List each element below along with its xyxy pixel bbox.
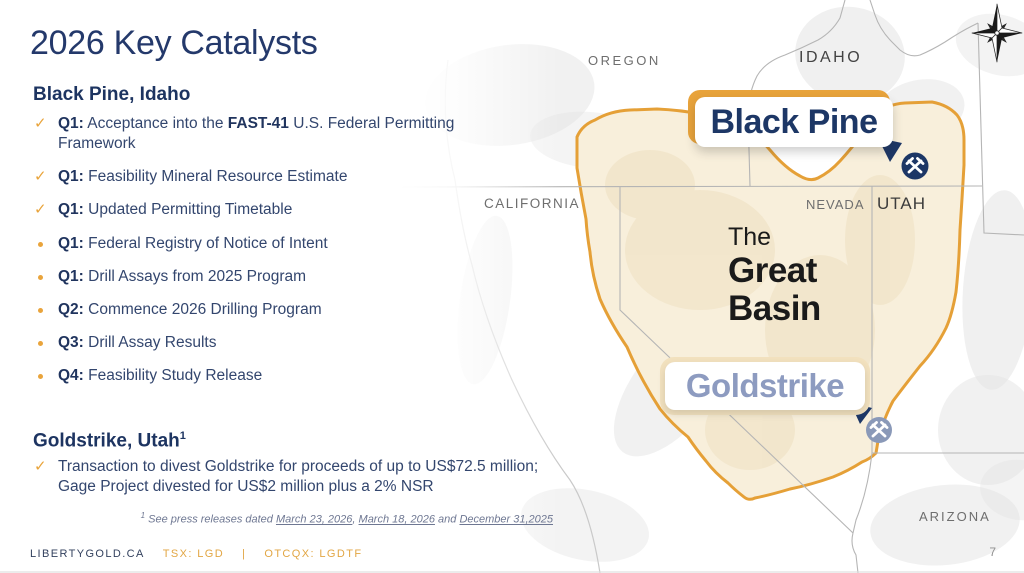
- press-release-link-2[interactable]: March 18, 2026: [358, 513, 435, 526]
- black-pine-catalyst-list: ✓ Q1: Acceptance into the FAST-41 U.S. Fe…: [34, 114, 458, 386]
- bullet-item: Q2: Commence 2026 Drilling Program: [34, 300, 458, 320]
- state-label-arizona: ARIZONA: [919, 509, 991, 524]
- goldstrike-mine-icon: [866, 417, 892, 443]
- great-basin-label-line3: Basin: [728, 289, 821, 328]
- great-basin-label-line1: The: [728, 223, 772, 251]
- state-label-utah: UTAH: [877, 194, 927, 213]
- state-label-oregon: OREGON: [588, 53, 661, 68]
- footnote-separator: and: [434, 513, 460, 526]
- black-pine-mine-icon: [901, 152, 929, 180]
- bullet-text: Q2: Commence 2026 Drilling Program: [58, 300, 322, 318]
- check-icon: ✓: [34, 115, 47, 132]
- footnote-separator: ,: [352, 513, 359, 526]
- state-label-idaho: IDAHO: [799, 49, 863, 66]
- bullet-text: Q1: Updated Permitting Timetable: [58, 201, 293, 219]
- footnote-superscript: 1: [140, 511, 146, 520]
- bullet-item: Q3: Drill Assay Results: [34, 333, 458, 353]
- bullet-item: Q1: Drill Assays from 2025 Program: [34, 267, 458, 287]
- dot-icon: [34, 267, 58, 287]
- check-icon: ✓: [34, 168, 47, 186]
- state-label-nevada: NEVADA: [806, 197, 865, 212]
- slide-bottom-edge: [0, 571, 1024, 573]
- section-heading-goldstrike: Goldstrike, Utah1: [33, 430, 186, 452]
- bullet-item: ✓ Transaction to divest Goldstrike for pr…: [34, 457, 554, 497]
- press-release-link-3[interactable]: December 31,2025: [459, 513, 553, 526]
- dot-icon: [34, 333, 58, 353]
- bullet-text: Q1: Drill Assays from 2025 Program: [58, 267, 307, 285]
- section-heading-black-pine: Black Pine, Idaho: [33, 84, 190, 106]
- ticker-otcqx: OTCQX: LGDTF: [264, 548, 363, 560]
- ticker-tsx: TSX: LGD: [162, 548, 225, 560]
- check-icon: ✓: [34, 458, 47, 475]
- footer-divider: |: [242, 548, 247, 560]
- page-title: 2026 Key Catalysts: [30, 24, 318, 62]
- slide-footer: LIBERTYGOLD.CA TSX: LGD | OTCQX: LGDTF: [30, 548, 362, 560]
- goldstrike-pin-label: Goldstrike: [685, 367, 845, 404]
- dot-icon: [34, 300, 58, 320]
- footnote: 1 See press releases dated March 23, 202…: [30, 511, 553, 526]
- dot-icon: [34, 234, 58, 254]
- website-link[interactable]: LIBERTYGOLD.CA: [30, 548, 145, 560]
- bullet-text: Q1: Acceptance into the FAST-41 U.S. Fed…: [58, 115, 455, 153]
- bullet-item: ✓ Q1: Acceptance into the FAST-41 U.S. Fe…: [34, 114, 458, 154]
- section-heading-text: Goldstrike, Utah: [33, 430, 180, 452]
- bullet-text: Q1: Federal Registry of Notice of Intent: [58, 234, 328, 252]
- great-basin-label: The Great Basin: [728, 222, 821, 328]
- compass-rose-icon: [971, 3, 1023, 63]
- press-release-link-1[interactable]: March 23, 2026: [275, 513, 353, 526]
- bullet-item: Q4: Feasibility Study Release: [34, 366, 458, 386]
- bullet-text: Q3: Drill Assay Results: [58, 333, 217, 351]
- heading-superscript: 1: [179, 430, 186, 442]
- bullet-text: Q4: Feasibility Study Release: [58, 367, 263, 385]
- black-pine-pin-face: Black Pine: [695, 97, 893, 147]
- dot-icon: [34, 366, 58, 386]
- check-icon: ✓: [34, 201, 47, 219]
- bullet-item: ✓ Q1: Feasibility Mineral Resource Estima…: [34, 167, 458, 187]
- bullet-text: Transaction to divest Goldstrike for pro…: [58, 458, 539, 496]
- basin-texture: [605, 150, 915, 470]
- footnote-text: See press releases dated: [145, 513, 276, 526]
- black-pine-pin-label: Black Pine: [710, 102, 878, 141]
- bullet-item: Q1: Federal Registry of Notice of Intent: [34, 234, 458, 254]
- section-heading-text: Black Pine, Idaho: [33, 84, 191, 105]
- black-pine-map-pin: Black Pine: [688, 90, 893, 147]
- goldstrike-map-pin: Goldstrike: [660, 357, 870, 415]
- state-label-california: CALIFORNIA: [484, 196, 581, 211]
- goldstrike-pin-face: Goldstrike: [665, 362, 865, 410]
- page-number: 7: [989, 545, 996, 559]
- goldstrike-catalyst-list: ✓ Transaction to divest Goldstrike for pr…: [34, 457, 554, 497]
- bullet-text: Q1: Feasibility Mineral Resource Estimat…: [58, 168, 348, 186]
- bullet-item: ✓ Q1: Updated Permitting Timetable: [34, 200, 458, 220]
- great-basin-label-line2: Great: [728, 251, 817, 290]
- map-fade: [400, 0, 560, 573]
